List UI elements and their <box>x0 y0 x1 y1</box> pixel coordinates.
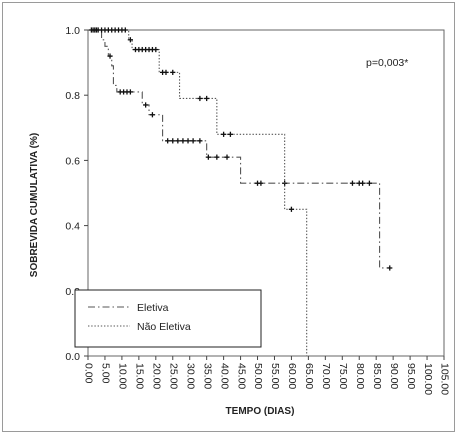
censor-mark <box>175 138 181 144</box>
y-tick-label: 0.8 <box>65 90 80 102</box>
censor-mark <box>288 206 295 212</box>
x-axis-label: TEMPO (DIAS) <box>226 406 295 417</box>
y-axis-label: SOBREVIDA CUMULATIVA (%) <box>29 133 40 277</box>
legend-label-nao-eletiva: Não Eletiva <box>137 321 191 333</box>
censor-mark <box>127 89 133 95</box>
censor-mark <box>227 131 233 137</box>
x-tick-label: 65.00 <box>303 363 315 389</box>
x-tick-label: 60.00 <box>286 363 298 389</box>
censor-mark <box>163 69 169 75</box>
p-value-annotation: p=0,003* <box>366 57 408 69</box>
censor-mark <box>190 138 196 144</box>
legend-box <box>74 289 262 348</box>
censor-mark <box>366 180 373 186</box>
legend-label-eletiva: Eletiva <box>137 302 169 314</box>
censor-mark <box>122 27 128 33</box>
x-tick-label: 0.00 <box>83 363 95 384</box>
y-axis: 0.00.20.40.60.81.0 <box>65 25 88 363</box>
y-tick-label: 1.0 <box>65 25 80 37</box>
censor-mark <box>127 37 133 43</box>
censor-mark <box>170 69 176 75</box>
x-tick-label: 100.00 <box>422 363 434 395</box>
plot-area <box>87 29 445 357</box>
x-tick-label: 40.00 <box>218 363 230 389</box>
censor-mark <box>143 102 149 108</box>
x-tick-label: 45.00 <box>235 363 247 389</box>
x-tick-label: 10.00 <box>117 363 129 389</box>
series-eletiva <box>88 27 393 271</box>
x-tick-label: 105.00 <box>439 363 451 395</box>
x-tick-label: 90.00 <box>388 363 400 389</box>
x-tick-label: 35.00 <box>201 363 213 389</box>
censor-mark <box>205 154 211 160</box>
legend: Eletiva Não Eletiva <box>74 289 262 348</box>
y-tick-label: 0.4 <box>65 221 80 233</box>
censor-mark <box>214 154 220 160</box>
series-layer <box>88 27 393 356</box>
series-line <box>88 29 390 269</box>
censor-mark <box>258 180 264 186</box>
censor-mark <box>197 138 203 144</box>
censor-mark <box>170 138 176 144</box>
x-tick-label: 95.00 <box>405 363 417 389</box>
x-axis: 0.00 5.00 10.00 15.00 20.00 25.00 30.00 35.00 40… <box>83 356 451 395</box>
series-nao-eletiva <box>88 27 308 356</box>
censor-mark <box>360 180 366 186</box>
censor-mark <box>204 95 210 102</box>
censor-mark <box>197 95 203 102</box>
censor-mark <box>107 53 113 59</box>
x-tick-label: 30.00 <box>184 363 196 389</box>
plot-border <box>87 29 445 357</box>
x-tick-label: 50.00 <box>252 363 264 389</box>
chart-frame <box>2 2 455 432</box>
x-tick-label: 25.00 <box>167 363 179 389</box>
x-tick-label: 70.00 <box>320 363 332 389</box>
x-tick-label: 55.00 <box>269 363 281 389</box>
y-tick-label: 0.6 <box>65 155 80 167</box>
censor-mark <box>165 138 171 144</box>
x-tick-label: 15.00 <box>134 363 146 389</box>
x-tick-label: 80.00 <box>354 363 366 389</box>
censor-mark <box>349 180 356 186</box>
censor-mark <box>185 138 191 144</box>
y-tick-label: 0.0 <box>65 351 80 363</box>
censor-mark <box>153 46 159 53</box>
censor-mark <box>224 154 230 160</box>
x-tick-label: 85.00 <box>371 363 383 389</box>
censor-mark <box>180 138 186 144</box>
x-tick-label: 75.00 <box>337 363 349 389</box>
censor-mark <box>221 131 227 137</box>
censor-mark <box>387 265 393 271</box>
censor-mark <box>149 112 156 118</box>
x-tick-label: 5.00 <box>100 363 112 384</box>
x-tick-label: 20.00 <box>151 363 163 389</box>
